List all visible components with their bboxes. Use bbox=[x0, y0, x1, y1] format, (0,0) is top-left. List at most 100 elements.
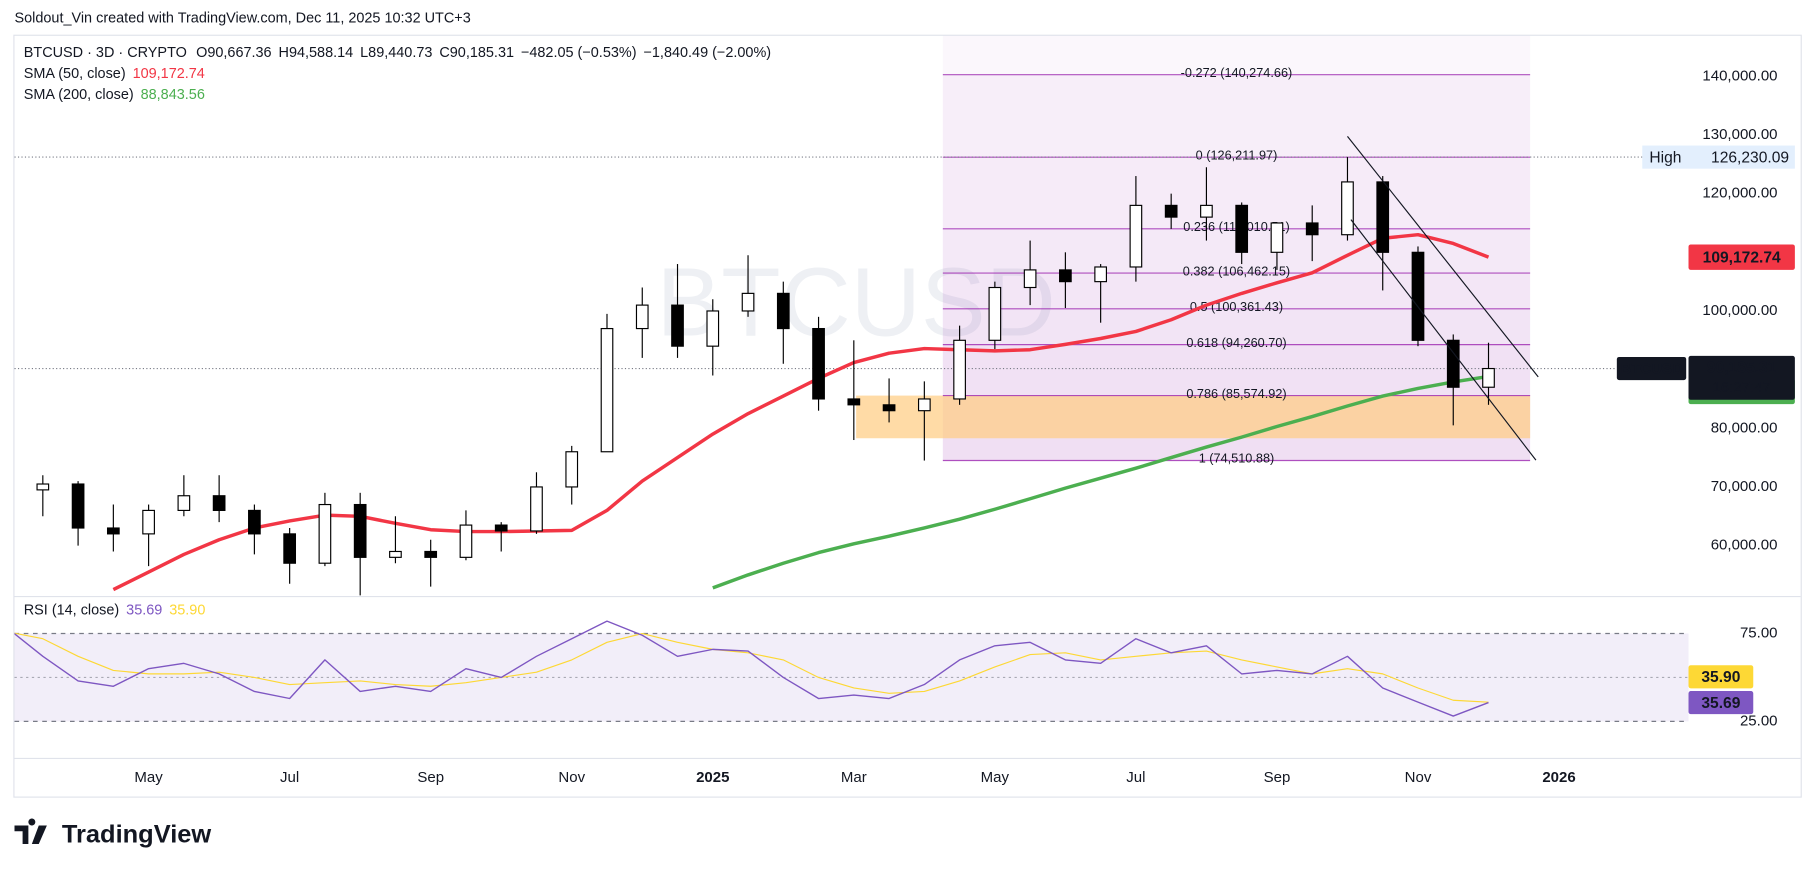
price-pane bbox=[14, 156, 1643, 596]
y-tick-label: 70,000.00 bbox=[1711, 478, 1778, 495]
x-tick-label: 2026 bbox=[1542, 769, 1575, 786]
fib-band bbox=[942, 308, 1531, 345]
x-tick-label: 2025 bbox=[696, 769, 729, 786]
channel-upper-line bbox=[1347, 136, 1539, 378]
symbol-tag-bg bbox=[1616, 356, 1687, 381]
y-tick-label: 120,000.00 bbox=[1702, 185, 1777, 202]
candle-body bbox=[248, 509, 261, 535]
candle-body bbox=[1482, 367, 1495, 388]
candle-body bbox=[142, 509, 155, 535]
rsi-tick-label: 75.00 bbox=[1740, 624, 1778, 641]
fib-label: -0.272 (140,274.66) bbox=[1181, 65, 1293, 80]
fib-label: 0.382 (106,462.15) bbox=[1183, 263, 1290, 278]
candle-body bbox=[706, 310, 720, 347]
candle-body bbox=[353, 503, 367, 558]
candle-body bbox=[1446, 339, 1460, 388]
candle-body bbox=[1094, 266, 1108, 283]
candle-body bbox=[671, 304, 684, 347]
candle-body bbox=[177, 495, 191, 511]
ohlc-label: O bbox=[196, 45, 207, 61]
y-tick-label: 140,000.00 bbox=[1702, 67, 1777, 84]
x-tick-label: Sep bbox=[1264, 769, 1291, 786]
candle-body bbox=[1129, 204, 1143, 268]
candle-body bbox=[1341, 181, 1354, 236]
candle-body bbox=[106, 527, 120, 535]
chart-frame bbox=[13, 34, 1802, 798]
x-tick-label: May bbox=[981, 769, 1010, 786]
rsi-plot bbox=[14, 620, 1489, 717]
ohlc-label: H bbox=[279, 45, 289, 61]
candle-body bbox=[917, 398, 931, 412]
candle-body bbox=[847, 398, 861, 406]
high-tag-bg bbox=[1642, 145, 1795, 169]
candle-body bbox=[1200, 204, 1213, 218]
candle-body bbox=[1411, 251, 1425, 341]
rsi-line bbox=[14, 632, 1489, 703]
candle-body bbox=[776, 292, 790, 330]
candle-body bbox=[1023, 269, 1037, 289]
candle-body bbox=[1235, 204, 1249, 253]
fib-label: 0 (126,211.97) bbox=[1196, 147, 1278, 162]
candle-body bbox=[1059, 269, 1072, 283]
candle-body bbox=[71, 483, 85, 529]
candle-body bbox=[212, 495, 226, 511]
attribution: Soldout_Vin created with TradingView.com… bbox=[15, 10, 471, 26]
channel-drawing bbox=[1347, 136, 1539, 461]
candle-body bbox=[424, 550, 438, 558]
change: −482.05 (−0.53%) bbox=[521, 45, 637, 61]
candle-body bbox=[953, 339, 966, 400]
rsi-pane bbox=[14, 620, 1689, 722]
rsi-tag: 35.69 bbox=[1701, 695, 1740, 712]
x-tick-label: Jul bbox=[1126, 769, 1145, 786]
last-price-tag-bg bbox=[1688, 355, 1795, 400]
brand: TradingView bbox=[62, 821, 212, 849]
overlay-value: 109,172.74 bbox=[133, 66, 205, 82]
ohlc-value: 90,667.36 bbox=[207, 45, 271, 61]
channel-lower-line bbox=[1350, 219, 1537, 461]
rsi-value: 35.69 bbox=[126, 602, 162, 618]
fib-band bbox=[942, 74, 1531, 158]
x-tick-label: Jul bbox=[280, 769, 299, 786]
y-tick-label: 80,000.00 bbox=[1711, 419, 1778, 436]
high-tag-value: 126,230.09 bbox=[1711, 149, 1789, 166]
candle-body bbox=[318, 503, 332, 564]
candle-body bbox=[494, 524, 508, 532]
overlay-value: 88,843.56 bbox=[141, 87, 205, 103]
rsi-value: 35.90 bbox=[169, 602, 205, 618]
symbol-tag: BTCUSD bbox=[1620, 361, 1683, 378]
ohlc-label: L bbox=[360, 45, 368, 61]
x-tick-label: May bbox=[134, 769, 163, 786]
symbol: BTCUSD · 3D · CRYPTO bbox=[24, 45, 187, 61]
overlay-legend: SMA (50, close) 109,172.74 bbox=[24, 66, 205, 82]
candle-body bbox=[565, 451, 579, 488]
overlay-legend: SMA (200, close) 88,843.56 bbox=[24, 87, 205, 103]
fib-label: 0.618 (94,260.70) bbox=[1186, 335, 1286, 350]
rsi-tick-label: 25.00 bbox=[1740, 712, 1778, 729]
rsi-tag: 35.90 bbox=[1701, 669, 1740, 686]
candle-body bbox=[36, 483, 50, 491]
fib-label: 0.786 (85,574.92) bbox=[1186, 386, 1286, 401]
candle-body bbox=[1376, 181, 1390, 253]
rsi-legend: RSI (14, close) 35.69 35.90 bbox=[24, 602, 206, 618]
symbol-legend: BTCUSD · 3D · CRYPTO O90,667.36 H94,588.14… bbox=[24, 45, 771, 61]
fib-label: 1 (74,510.88) bbox=[1199, 451, 1275, 466]
price-tags: High126,230.09109,172.7488,843.56BTCUSD9… bbox=[1616, 145, 1795, 715]
candle-body bbox=[389, 550, 402, 558]
y-tick-label: 60,000.00 bbox=[1711, 537, 1778, 554]
ohlc-label: C bbox=[439, 45, 449, 61]
x-tick-label: Nov bbox=[558, 769, 585, 786]
price-plot bbox=[36, 157, 1495, 596]
overlay-name: SMA (200, close) bbox=[24, 87, 134, 103]
candle-body bbox=[882, 404, 896, 412]
candle-body bbox=[600, 327, 614, 453]
change: −1,840.49 (−2.00%) bbox=[643, 45, 771, 61]
rsi-tag-bg bbox=[1688, 665, 1754, 689]
candle-body bbox=[1270, 222, 1284, 253]
candle-body bbox=[459, 524, 473, 558]
candle-body bbox=[812, 327, 825, 400]
x-tick-label: Mar bbox=[841, 769, 867, 786]
y-tick-label: 100,000.00 bbox=[1702, 302, 1777, 319]
rsi-name: RSI (14, close) bbox=[24, 602, 119, 618]
